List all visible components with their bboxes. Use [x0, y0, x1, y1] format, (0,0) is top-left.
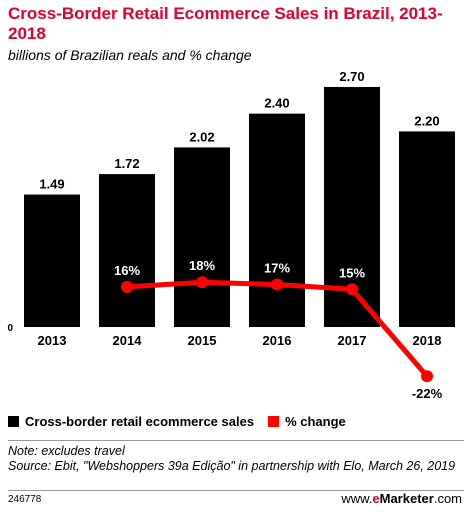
- line-point-2015: [196, 276, 208, 289]
- legend-item-line: % change: [268, 414, 346, 429]
- line-label-2018: -22%: [412, 386, 443, 401]
- brand-logo: www.eMarketer.com: [341, 491, 462, 506]
- line-label-2016: 17%: [264, 261, 290, 276]
- line-point-2017: [346, 283, 358, 296]
- notes-divider: [8, 440, 464, 441]
- brand-name: Marketer: [379, 491, 434, 506]
- bar-label-2014: 1.72: [114, 156, 139, 171]
- bar-2018: [399, 131, 455, 327]
- x-tick-2017: 2017: [338, 333, 367, 348]
- line-label-2017: 15%: [339, 265, 365, 280]
- legend-label-bars: Cross-border retail ecommerce sales: [25, 414, 255, 429]
- bars-layer: 1.49 1.72 2.02 2.40 2.70 2.20: [24, 69, 455, 327]
- line-point-2018: [421, 370, 433, 383]
- line-point-2014: [121, 280, 133, 293]
- brand-suffix: .com: [433, 491, 462, 506]
- chart-id: 246778: [8, 494, 42, 505]
- bar-label-2015: 2.02: [189, 129, 214, 144]
- bar-label-2013: 1.49: [39, 177, 64, 192]
- source-text: Source: Ebit, "Webshoppers 39a Edição" i…: [8, 459, 456, 473]
- bar-label-2018: 2.20: [414, 113, 439, 128]
- bar-label-2016: 2.40: [264, 96, 289, 111]
- x-tick-2016: 2016: [263, 333, 292, 348]
- brand-e: e: [372, 491, 380, 506]
- x-tick-2015: 2015: [188, 333, 217, 348]
- bar-2014: [99, 174, 155, 327]
- bar-label-2017: 2.70: [339, 69, 364, 84]
- bar-2015: [174, 147, 230, 327]
- legend-label-line: % change: [285, 414, 346, 429]
- chart-subtitle: billions of Brazilian reals and % change: [8, 47, 252, 63]
- zero-label: 0: [7, 323, 13, 334]
- x-tick-2014: 2014: [113, 333, 143, 348]
- x-tick-2018: 2018: [413, 333, 442, 348]
- brand-prefix: www.: [341, 491, 373, 506]
- chart: 1.49 1.72 2.02 2.40 2.70 2.20 0 2013 2014 2015 20…: [7, 69, 455, 401]
- axis-layer: 0 2013 2014 2015 2016 2017 2018: [7, 323, 441, 348]
- legend-swatch-line: [268, 416, 280, 427]
- line-point-2016: [271, 278, 283, 291]
- line-label-2014: 16%: [114, 263, 140, 278]
- legend-swatch-bars: [8, 416, 19, 427]
- legend-item-bars: Cross-border retail ecommerce sales: [8, 414, 254, 429]
- x-tick-2013: 2013: [38, 333, 67, 348]
- chart-title: Cross-Border Retail Ecommerce Sales in B…: [8, 4, 443, 43]
- notes: Note: excludes travel Source: Ebit, "Web…: [8, 444, 464, 474]
- bar-2013: [24, 194, 80, 327]
- note-text: Note: excludes travel: [8, 444, 125, 458]
- legend: Cross-border retail ecommerce sales % ch…: [8, 414, 360, 429]
- line-layer: 16% 18% 17% 15% -22%: [114, 258, 443, 401]
- line-label-2015: 18%: [189, 258, 215, 273]
- footer-divider: [8, 490, 464, 491]
- bar-2016: [249, 113, 305, 327]
